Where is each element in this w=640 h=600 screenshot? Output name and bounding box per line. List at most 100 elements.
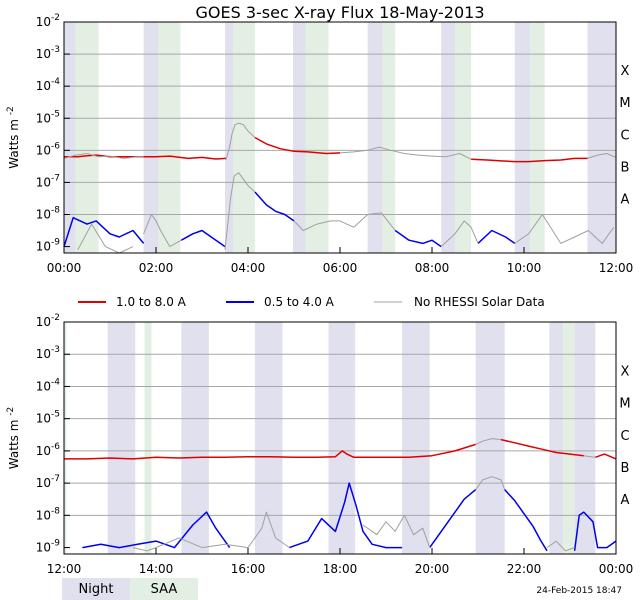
night-band bbox=[475, 322, 505, 554]
legend-long-label: 1.0 to 8.0 A bbox=[116, 295, 187, 309]
night-legend-label: Night bbox=[79, 582, 114, 597]
saa-band bbox=[75, 22, 99, 253]
series-norhessi-line bbox=[440, 220, 479, 247]
y-tick-label: 10-8 bbox=[36, 506, 61, 522]
series-norhessi-line bbox=[143, 214, 182, 248]
y-tick-label: 10-9 bbox=[36, 238, 61, 254]
flare-class-label: A bbox=[621, 192, 630, 207]
night-band bbox=[441, 22, 455, 253]
series-short-line bbox=[254, 191, 295, 222]
x-tick-label: 04:00 bbox=[231, 261, 266, 275]
y-tick-label: 10-7 bbox=[36, 474, 60, 490]
chart-title: GOES 3-sec X-ray Flux 18-May-2013 bbox=[196, 3, 485, 22]
night-band bbox=[587, 22, 616, 253]
x-tick-label: 06:00 bbox=[323, 261, 358, 275]
x-tick-label: 08:00 bbox=[415, 261, 450, 275]
y-tick-label: 10-5 bbox=[36, 109, 60, 125]
series-norhessi-line bbox=[293, 212, 396, 231]
x-tick-label: 10:00 bbox=[507, 261, 542, 275]
series-norhessi-line bbox=[132, 511, 290, 552]
x-tick-label: 12:00 bbox=[599, 261, 634, 275]
series-short-line bbox=[180, 229, 226, 248]
x-tick-label: 14:00 bbox=[139, 562, 174, 576]
saa-band bbox=[529, 22, 545, 253]
legend-short-label: 0.5 to 4.0 A bbox=[264, 295, 335, 309]
series-norhessi-line bbox=[63, 153, 144, 159]
saa-band bbox=[382, 22, 396, 253]
y-tick-label: 10-4 bbox=[36, 77, 61, 93]
series-norhessi-line bbox=[514, 214, 615, 244]
series-norhessi-line bbox=[225, 122, 256, 161]
legend-norhessi-label: No RHESSI Solar Data bbox=[414, 295, 545, 309]
flare-class-label: M bbox=[619, 96, 630, 111]
flare-class-label: B bbox=[621, 461, 630, 476]
flare-class-label: M bbox=[619, 397, 630, 412]
flare-class-label: A bbox=[621, 493, 630, 508]
y-tick-label: 10-2 bbox=[36, 313, 60, 329]
flare-class-label: X bbox=[621, 64, 630, 79]
series-short-line bbox=[477, 229, 516, 245]
series-long-line bbox=[500, 438, 584, 457]
series-norhessi-line bbox=[475, 476, 506, 490]
saa-band bbox=[64, 322, 67, 554]
night-band bbox=[293, 22, 306, 253]
series-short-line bbox=[394, 229, 442, 248]
saa-band bbox=[158, 22, 181, 253]
night-legend-box bbox=[62, 578, 130, 600]
night-band bbox=[64, 22, 76, 253]
x-tick-label: 00:00 bbox=[47, 261, 82, 275]
y-tick-label: 10-8 bbox=[36, 206, 61, 222]
y-tick-label: 10-6 bbox=[36, 141, 61, 157]
flare-class-label: C bbox=[620, 128, 629, 143]
series-long-line bbox=[595, 453, 617, 460]
y-tick-label: 10-9 bbox=[36, 539, 61, 555]
series-long-line bbox=[64, 154, 226, 160]
series-long-line bbox=[254, 136, 341, 155]
night-band bbox=[143, 22, 159, 253]
night-band bbox=[181, 322, 209, 554]
x-tick-label: 16:00 bbox=[231, 562, 266, 576]
y-axis-label: Watts m -2 bbox=[6, 407, 21, 469]
series-short-line bbox=[429, 489, 477, 549]
y-tick-label: 10-3 bbox=[36, 345, 60, 361]
panel-top: 10-9 10-8 10-7 10-6 10-5 10-4 10-3 10-2 00:00 02:… bbox=[6, 13, 633, 275]
flare-class-label: B bbox=[621, 160, 630, 175]
x-tick-label: 20:00 bbox=[415, 562, 450, 576]
night-band bbox=[574, 322, 596, 554]
night-band bbox=[328, 322, 356, 554]
y-tick-label: 10-2 bbox=[36, 13, 60, 29]
saa-legend-box bbox=[130, 578, 198, 600]
series-norhessi-line bbox=[362, 514, 431, 548]
y-tick-label: 10-3 bbox=[36, 45, 60, 61]
series-norhessi-line bbox=[224, 172, 256, 250]
flare-class-label: X bbox=[621, 364, 630, 379]
night-band bbox=[367, 22, 383, 253]
series-norhessi-line bbox=[587, 153, 617, 159]
saa-legend-label: SAA bbox=[151, 582, 178, 597]
series-norhessi-line bbox=[77, 223, 134, 254]
night-band bbox=[225, 22, 234, 253]
series-norhessi-line bbox=[475, 438, 502, 445]
series-norhessi-line bbox=[546, 540, 575, 552]
panel-bottom: 10-9 10-8 10-7 10-6 10-5 10-4 10-3 10-2 12:00 14:… bbox=[6, 313, 633, 576]
series-long-line bbox=[64, 443, 476, 460]
saa-band bbox=[563, 322, 575, 554]
x-tick-label: 02:00 bbox=[139, 261, 174, 275]
night-band bbox=[549, 322, 564, 554]
series-short-line bbox=[573, 511, 617, 551]
night-band bbox=[107, 322, 136, 554]
series-short-line bbox=[82, 511, 231, 549]
x-tick-label: 12:00 bbox=[47, 562, 82, 576]
x-tick-label: 00:00 bbox=[599, 562, 634, 576]
flare-class-label: C bbox=[620, 429, 629, 444]
series-norhessi-line bbox=[339, 146, 472, 160]
y-tick-label: 10-4 bbox=[36, 377, 61, 393]
x-tick-label: 18:00 bbox=[323, 562, 358, 576]
saa-band bbox=[305, 22, 329, 253]
series-long-line bbox=[471, 157, 588, 163]
series-short-line bbox=[63, 216, 145, 247]
saa-band bbox=[233, 22, 255, 253]
series-norhessi-line bbox=[583, 455, 596, 458]
series-short-line bbox=[289, 482, 403, 549]
